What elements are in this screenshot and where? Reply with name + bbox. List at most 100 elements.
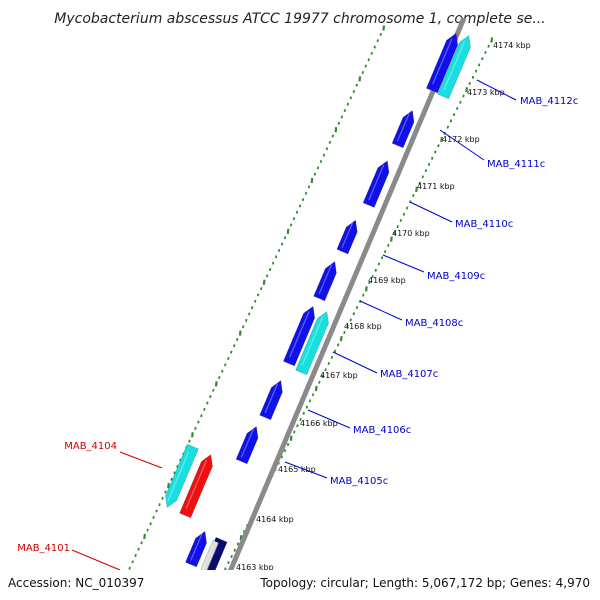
right-dot-track-dot [402, 212, 406, 216]
tick-labels: 4174 kbp 4173 kbp 4172 kbp 4171 kbp 4170 kbp… [236, 41, 531, 572]
gene-label-mab_4109c[interactable]: MAB_4109c [427, 271, 485, 282]
forward-gene-8[interactable] [295, 311, 329, 376]
left-dot-track-dot [361, 70, 364, 74]
forward-gene-5[interactable] [336, 219, 358, 255]
forward-gene-3-shine [396, 113, 410, 142]
forward-gene-7[interactable] [283, 305, 316, 367]
right-dot-track-dot [430, 156, 434, 160]
gene-label-mab_4112c[interactable]: MAB_4112c [520, 96, 578, 107]
forward-gene-11-shine [190, 533, 203, 561]
right-dot-track-dot [481, 57, 484, 61]
left-dot-track-dot [265, 274, 269, 278]
right-dot-track-dot [336, 343, 340, 347]
right-dot-track-dot [487, 44, 490, 48]
left-dot-track-dot [149, 522, 152, 526]
left-dot-track-dot [310, 177, 314, 184]
right-dot-track-dot [311, 393, 315, 397]
forward-gene-1[interactable] [426, 32, 459, 94]
tick-label: 4172 kbp [442, 135, 480, 144]
gene-label-mab_4101[interactable]: MAB_4101 [17, 543, 70, 554]
left-dot-track-dot [370, 51, 373, 55]
reverse-gene-cyan[interactable] [165, 443, 199, 508]
gene-label-mab_4105c[interactable]: MAB_4105c [330, 476, 388, 487]
gene-label-mab_4108c[interactable]: MAB_4108c [405, 318, 463, 329]
right-dot-track-dot [318, 380, 321, 384]
right-dot-track-dot [346, 324, 349, 328]
left-dot-track-dot [352, 90, 355, 94]
left-dot-track-dot [200, 414, 203, 418]
right-dot-track-dot [484, 50, 487, 54]
right-dot-track-dot [390, 236, 393, 242]
right-dot-track-dot [349, 318, 352, 322]
gene-labels[interactable]: MAB_4112c MAB_4111c MAB_4110c MAB_4109c MAB_… [17, 79, 578, 571]
forward-gene-11[interactable] [185, 530, 207, 568]
gene-label-mab_4111c[interactable]: MAB_4111c [487, 159, 545, 170]
reverse-gene-red[interactable] [179, 454, 213, 519]
gene-leader-line [307, 409, 351, 429]
right-dot-track-dot [412, 194, 415, 198]
forward-gene-5-shine [341, 222, 354, 249]
left-dot-track-dot [325, 147, 329, 151]
gene-label-mab_4104[interactable]: MAB_4104 [64, 441, 117, 452]
left-dot-track-dot [158, 503, 161, 507]
forward-gene-4[interactable] [362, 160, 390, 208]
left-dot-track-dot [337, 121, 341, 125]
tick-label: 4163 kbp [236, 563, 274, 572]
right-dot-track-dot [380, 256, 384, 260]
right-dot-track-dot [427, 162, 431, 166]
left-dot-track-dot [289, 223, 293, 227]
accession-text: Accession: NC_010397 [8, 576, 144, 590]
left-dot-track-dot [334, 127, 338, 133]
forward-gene-2[interactable] [437, 35, 471, 100]
right-dot-track-dot [399, 218, 403, 222]
left-dot-track-dot [259, 287, 263, 291]
right-dot-track-dot [286, 442, 290, 446]
left-dot-track-dot [316, 166, 320, 170]
left-dot-track-dot [173, 471, 176, 475]
gene-leader-line [476, 79, 517, 101]
chromosome-backbone [215, 17, 467, 600]
forward-gene-6-shine [318, 264, 333, 295]
left-dot-track-dot [340, 115, 344, 119]
tick-label: 4166 kbp [300, 419, 338, 428]
forward-gene-10[interactable] [235, 425, 259, 465]
left-dot-track-dot [128, 566, 131, 570]
topology-text: Topology: circular; Length: 5,067,172 bp… [259, 576, 590, 590]
gene-leader-line [119, 451, 163, 469]
right-dot-track-dot [405, 206, 409, 210]
gene-leader-line [284, 461, 328, 479]
right-dot-track-dot [456, 106, 459, 110]
gene-label-mab_4106c[interactable]: MAB_4106c [353, 425, 411, 436]
left-dot-track-dot [214, 381, 218, 387]
right-dot-track-dot [440, 136, 443, 143]
left-dot-track-dot [161, 496, 164, 500]
forward-gene-9[interactable] [259, 380, 283, 421]
left-dot-track-dot [134, 554, 137, 558]
left-dot-track-dot [203, 407, 206, 411]
left-dot-track-dot [277, 248, 281, 252]
forward-gene-6[interactable] [313, 261, 337, 302]
left-dot-track-dot [373, 45, 376, 49]
grey-gene-shine [200, 544, 214, 575]
gene-label-mab_4107c[interactable]: MAB_4107c [380, 369, 438, 380]
left-dot-track-dot [221, 369, 224, 373]
gene-features[interactable] [147, 32, 471, 593]
left-dot-track-dot [212, 388, 215, 392]
right-dot-track-dot [393, 231, 396, 235]
gene-label-mab_4110c[interactable]: MAB_4110c [455, 219, 513, 230]
map-title: Mycobacterium abscessus ATCC 19977 chrom… [54, 11, 545, 27]
right-dot-track-dot [352, 312, 356, 316]
right-dot-track-dot [227, 561, 230, 565]
right-dot-track-dot [343, 330, 346, 334]
right-dot-track-dot [468, 82, 471, 86]
left-dot-track-dot [155, 509, 158, 513]
left-dot-track-dot [254, 299, 257, 303]
forward-gene-3[interactable] [391, 109, 415, 149]
right-dot-track-dot [239, 535, 243, 541]
right-dot-track-dot [289, 435, 293, 441]
left-dot-track-dot [170, 477, 173, 481]
right-dot-track-dot [339, 336, 343, 342]
right-dot-track-dot [364, 286, 368, 292]
forward-gene-8-shine [301, 316, 324, 366]
